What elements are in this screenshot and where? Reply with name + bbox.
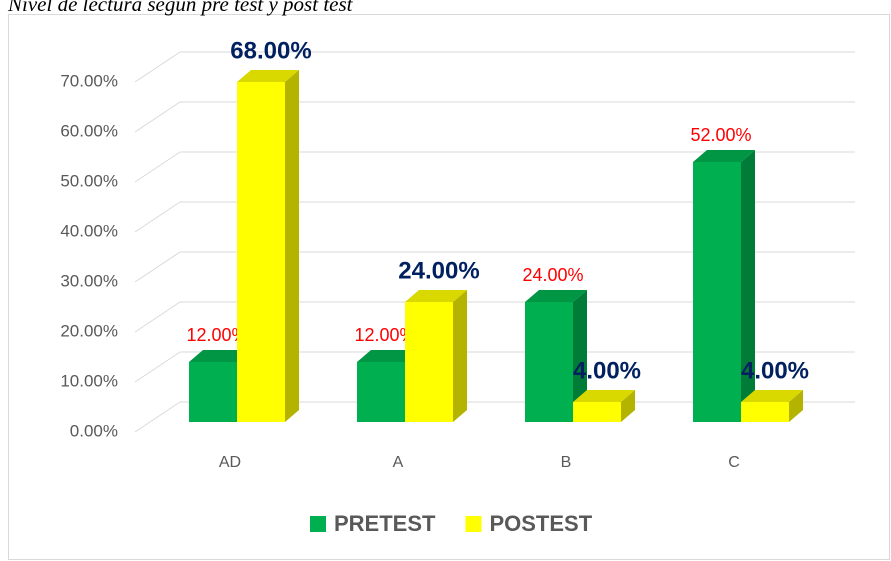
y-tick-label: 50.00% (60, 171, 118, 190)
x-tick-label: B (561, 454, 572, 471)
legend-label: PRETEST (334, 511, 436, 536)
legend-swatch (310, 516, 326, 532)
bar-face (573, 402, 621, 422)
legend-label: POSTEST (489, 511, 592, 536)
grid-line (134, 101, 181, 133)
bar (693, 150, 755, 422)
bar-face (405, 302, 453, 422)
grid-line (134, 401, 181, 433)
bar-face (693, 150, 755, 162)
bar-face (357, 362, 405, 422)
bar-face (189, 362, 237, 422)
bar (741, 390, 803, 422)
bar-face (237, 82, 285, 422)
bar-face (573, 390, 635, 402)
chart-frame (8, 14, 890, 560)
bar-face (189, 350, 251, 362)
grid-line (134, 351, 181, 383)
y-tick-label: 0.00% (70, 421, 118, 440)
bar-face (525, 302, 573, 422)
bar (405, 290, 467, 422)
bar (237, 70, 299, 422)
bar-face (573, 290, 587, 422)
grid-line (134, 251, 181, 283)
bar-face (693, 162, 741, 422)
bar-face (741, 150, 755, 422)
chart-title: Nivel de lectura según pre test y post t… (7, 0, 354, 16)
bar-face (741, 390, 803, 402)
data-label: 4.00% (573, 357, 641, 384)
data-label: 24.00% (522, 265, 583, 285)
y-tick-label: 20.00% (60, 321, 118, 340)
data-label: 68.00% (230, 37, 311, 64)
grid-line (134, 51, 181, 83)
bar-face (789, 390, 803, 422)
bar-face (741, 402, 789, 422)
bar-face (405, 290, 467, 302)
data-label: 4.00% (741, 357, 809, 384)
legend-swatch (465, 516, 482, 532)
bar-face (621, 390, 635, 422)
data-label: 52.00% (690, 125, 751, 145)
data-label: 24.00% (398, 257, 479, 284)
data-label: 12.00% (354, 325, 415, 345)
y-tick-label: 60.00% (60, 121, 118, 140)
bar-face (285, 70, 299, 422)
y-tick-label: 10.00% (60, 371, 118, 390)
x-tick-label: C (728, 454, 740, 471)
x-tick-label: A (393, 454, 404, 471)
bar (573, 390, 635, 422)
grid-line (134, 301, 181, 333)
bar-face (237, 70, 299, 82)
grid-line (134, 201, 181, 233)
bar-face (453, 290, 467, 422)
data-label: 12.00% (186, 325, 247, 345)
y-tick-label: 30.00% (60, 271, 118, 290)
grid-line (134, 151, 181, 183)
y-tick-label: 70.00% (60, 71, 118, 90)
x-tick-label: AD (219, 454, 241, 471)
bar (525, 290, 587, 422)
bar-face (357, 350, 419, 362)
bar-face (525, 290, 587, 302)
y-tick-label: 40.00% (60, 221, 118, 240)
